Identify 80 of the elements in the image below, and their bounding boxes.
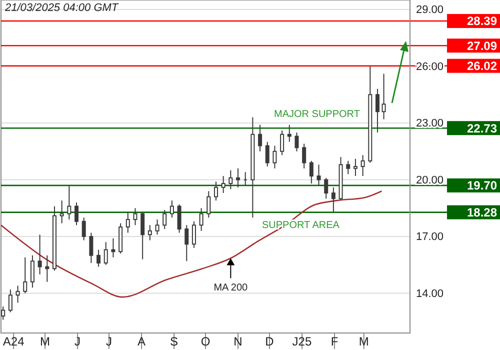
candlestick bbox=[360, 154, 365, 176]
candlestick bbox=[368, 66, 372, 164]
x-tick-label: A bbox=[138, 334, 146, 349]
ref-line-label: 19.70 bbox=[466, 178, 498, 193]
candlestick bbox=[192, 220, 196, 248]
y-tick-label: 14.00 bbox=[416, 288, 444, 300]
candlestick bbox=[382, 73, 386, 120]
candlestick bbox=[45, 254, 50, 282]
ref-line-label: 26.02 bbox=[466, 59, 498, 74]
candlestick bbox=[60, 200, 64, 224]
candlestick bbox=[287, 124, 292, 142]
annotation: MAJOR SUPPORT bbox=[274, 109, 360, 120]
candlestick bbox=[331, 186, 336, 212]
line-series bbox=[0, 190, 382, 298]
y-tick-label: 29.00 bbox=[416, 4, 444, 16]
candlestick bbox=[309, 160, 314, 184]
ref-line-label: 18.28 bbox=[466, 205, 498, 220]
candlestick bbox=[258, 124, 262, 152]
x-tick-label: M bbox=[358, 334, 369, 349]
candlestick bbox=[140, 211, 145, 260]
chart-title: 21/03/2025 04:00 GMT bbox=[4, 2, 120, 14]
ref-line-label: 28.39 bbox=[466, 14, 498, 28]
candlestick bbox=[16, 285, 20, 304]
candlestick bbox=[272, 145, 277, 169]
candlestick bbox=[118, 222, 123, 254]
candlestick bbox=[126, 211, 130, 234]
series-label: MA 200 bbox=[214, 282, 248, 294]
x-tick-label: S bbox=[170, 334, 178, 349]
candlestick bbox=[82, 217, 86, 241]
x-tick-label: N bbox=[234, 334, 242, 349]
candlestick bbox=[221, 175, 226, 194]
candlestick bbox=[375, 88, 380, 133]
ref-line-label: 22.73 bbox=[466, 121, 498, 136]
candlestick bbox=[177, 204, 182, 234]
y-tick-label: 20.00 bbox=[416, 174, 444, 186]
candlestick bbox=[170, 200, 174, 218]
candlestick bbox=[265, 141, 270, 167]
x-tick-label: O bbox=[200, 334, 210, 349]
candlestick bbox=[250, 116, 255, 218]
candlestick bbox=[214, 181, 218, 202]
x-tick-label: D bbox=[265, 334, 274, 349]
x-tick-label: J bbox=[74, 334, 81, 349]
ref-line-label: 27.09 bbox=[466, 38, 498, 53]
candlestick bbox=[133, 208, 138, 226]
y-tick-label: 23.00 bbox=[416, 118, 444, 130]
candlestick bbox=[8, 288, 12, 313]
candlestick bbox=[316, 164, 321, 186]
candlestick bbox=[302, 143, 306, 169]
candlestick bbox=[67, 184, 72, 220]
candlestick bbox=[148, 224, 152, 241]
candlestick bbox=[199, 208, 204, 232]
candlestick bbox=[162, 210, 167, 230]
candlestick bbox=[243, 172, 248, 186]
candlestick bbox=[38, 234, 42, 275]
candlestick bbox=[236, 168, 240, 188]
candlestick bbox=[280, 130, 284, 156]
candlestick bbox=[104, 242, 108, 266]
candlestick bbox=[74, 202, 79, 226]
x-tick-label: F bbox=[330, 334, 338, 349]
candlestick bbox=[52, 206, 56, 272]
candlestick bbox=[206, 190, 211, 218]
candlestick bbox=[23, 256, 28, 294]
candlestick bbox=[111, 238, 116, 258]
candlestick bbox=[353, 158, 358, 176]
candlestick bbox=[184, 224, 189, 262]
x-tick-label: A24 bbox=[2, 334, 25, 349]
candlestick bbox=[96, 249, 101, 268]
x-tick-label: M bbox=[40, 334, 50, 349]
candlestick bbox=[294, 132, 299, 152]
candlestick bbox=[346, 160, 350, 175]
candlestick bbox=[338, 156, 343, 202]
candlestick bbox=[1, 306, 6, 320]
y-tick-label: 17.00 bbox=[416, 231, 444, 244]
candlestick bbox=[30, 254, 34, 288]
candlestick bbox=[324, 177, 328, 200]
x-tick-label: J bbox=[106, 334, 112, 349]
candlestick bbox=[89, 232, 94, 264]
x-tick-label: J25 bbox=[292, 334, 312, 349]
candlestick bbox=[155, 218, 160, 236]
candlestick bbox=[228, 170, 233, 190]
